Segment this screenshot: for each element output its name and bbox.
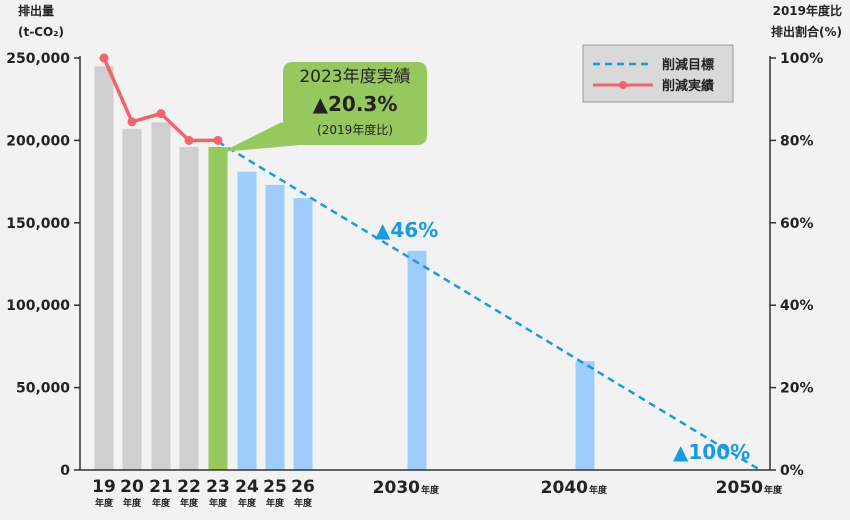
x-tick-suffix: 年度 xyxy=(123,497,142,509)
right-tick-label: 100% xyxy=(780,51,823,67)
left-tick-label: 50,000 xyxy=(16,381,70,397)
left-tick-label: 200,000 xyxy=(6,133,70,149)
x-tick-label: 2050 xyxy=(716,478,763,498)
x-tick-label: 23 xyxy=(206,477,230,497)
right-tick-label: 40% xyxy=(780,298,814,314)
left-tick-label: 250,000 xyxy=(6,51,70,67)
left-tick-label: 150,000 xyxy=(6,216,70,232)
actual-point xyxy=(127,117,137,127)
annotation-2050: ▲100% xyxy=(673,440,750,464)
legend-actual-label: 削減実績 xyxy=(662,78,714,94)
x-tick-label: 26 xyxy=(291,477,315,497)
bar-25 xyxy=(265,184,285,470)
x-tick-suffix: 年度 xyxy=(180,497,199,509)
annotation-2030: ▲46% xyxy=(375,218,438,242)
callout-subtitle: (2019年度比) xyxy=(317,122,393,137)
x-tick-suffix: 年度 xyxy=(209,497,228,509)
left-tick-label: 0 xyxy=(60,463,70,479)
actual-point xyxy=(156,109,166,119)
right-axis-title-line1: 2019年度比 xyxy=(773,3,842,18)
target-line xyxy=(217,140,761,472)
x-tick-suffix: 年度 xyxy=(294,497,313,509)
bar-20 xyxy=(122,128,142,470)
x-tick-label: 20 xyxy=(120,477,144,497)
x-tick-label: 22 xyxy=(177,477,201,497)
x-tick-label: 2040 xyxy=(541,478,588,498)
legend-target-label: 削減目標 xyxy=(662,57,714,73)
right-axis-title-line2: 排出割合(%) xyxy=(771,24,842,39)
x-tick-suffix: 年度 xyxy=(95,497,114,509)
bar-2040 xyxy=(575,361,595,470)
bar-2030 xyxy=(407,250,427,470)
x-tick-suffix: 年度 xyxy=(238,497,257,509)
x-tick-label: 19 xyxy=(92,477,116,497)
right-tick-label: 20% xyxy=(780,381,814,397)
bar-21 xyxy=(151,122,171,470)
left-tick-label: 100,000 xyxy=(6,298,70,314)
x-tick-label: 25 xyxy=(263,477,287,497)
x-tick-suffix: 年度 xyxy=(764,484,783,496)
bar-22 xyxy=(179,146,199,470)
right-tick-label: 0% xyxy=(780,463,804,479)
actual-point xyxy=(213,135,223,145)
x-tick-label: 21 xyxy=(149,477,173,497)
x-tick-label: 24 xyxy=(235,477,259,497)
x-tick-suffix: 年度 xyxy=(421,484,440,496)
right-tick-label: 80% xyxy=(780,133,814,149)
callout-title: 2023年度実績 xyxy=(299,67,410,87)
x-tick-suffix: 年度 xyxy=(589,484,608,496)
actual-point xyxy=(99,53,109,63)
bar-24 xyxy=(237,171,257,470)
right-tick-label: 60% xyxy=(780,216,814,232)
legend: 削減目標 削減実績 xyxy=(582,44,734,103)
actual-point xyxy=(184,135,194,145)
callout-value: ▲20.3% xyxy=(313,92,398,116)
legend-actual-marker xyxy=(619,81,627,89)
bar-26 xyxy=(293,198,313,470)
left-axis-title-line1: 排出量 xyxy=(18,3,54,18)
x-tick-label: 2030 xyxy=(373,478,420,498)
x-tick-suffix: 年度 xyxy=(266,497,285,509)
callout-2023: 2023年度実績 ▲20.3% (2019年度比) xyxy=(222,62,427,152)
bar-23 xyxy=(208,146,228,470)
x-tick-suffix: 年度 xyxy=(152,497,171,509)
left-axis-title-line2: (t-CO₂) xyxy=(18,25,64,39)
bar-19 xyxy=(94,66,114,471)
